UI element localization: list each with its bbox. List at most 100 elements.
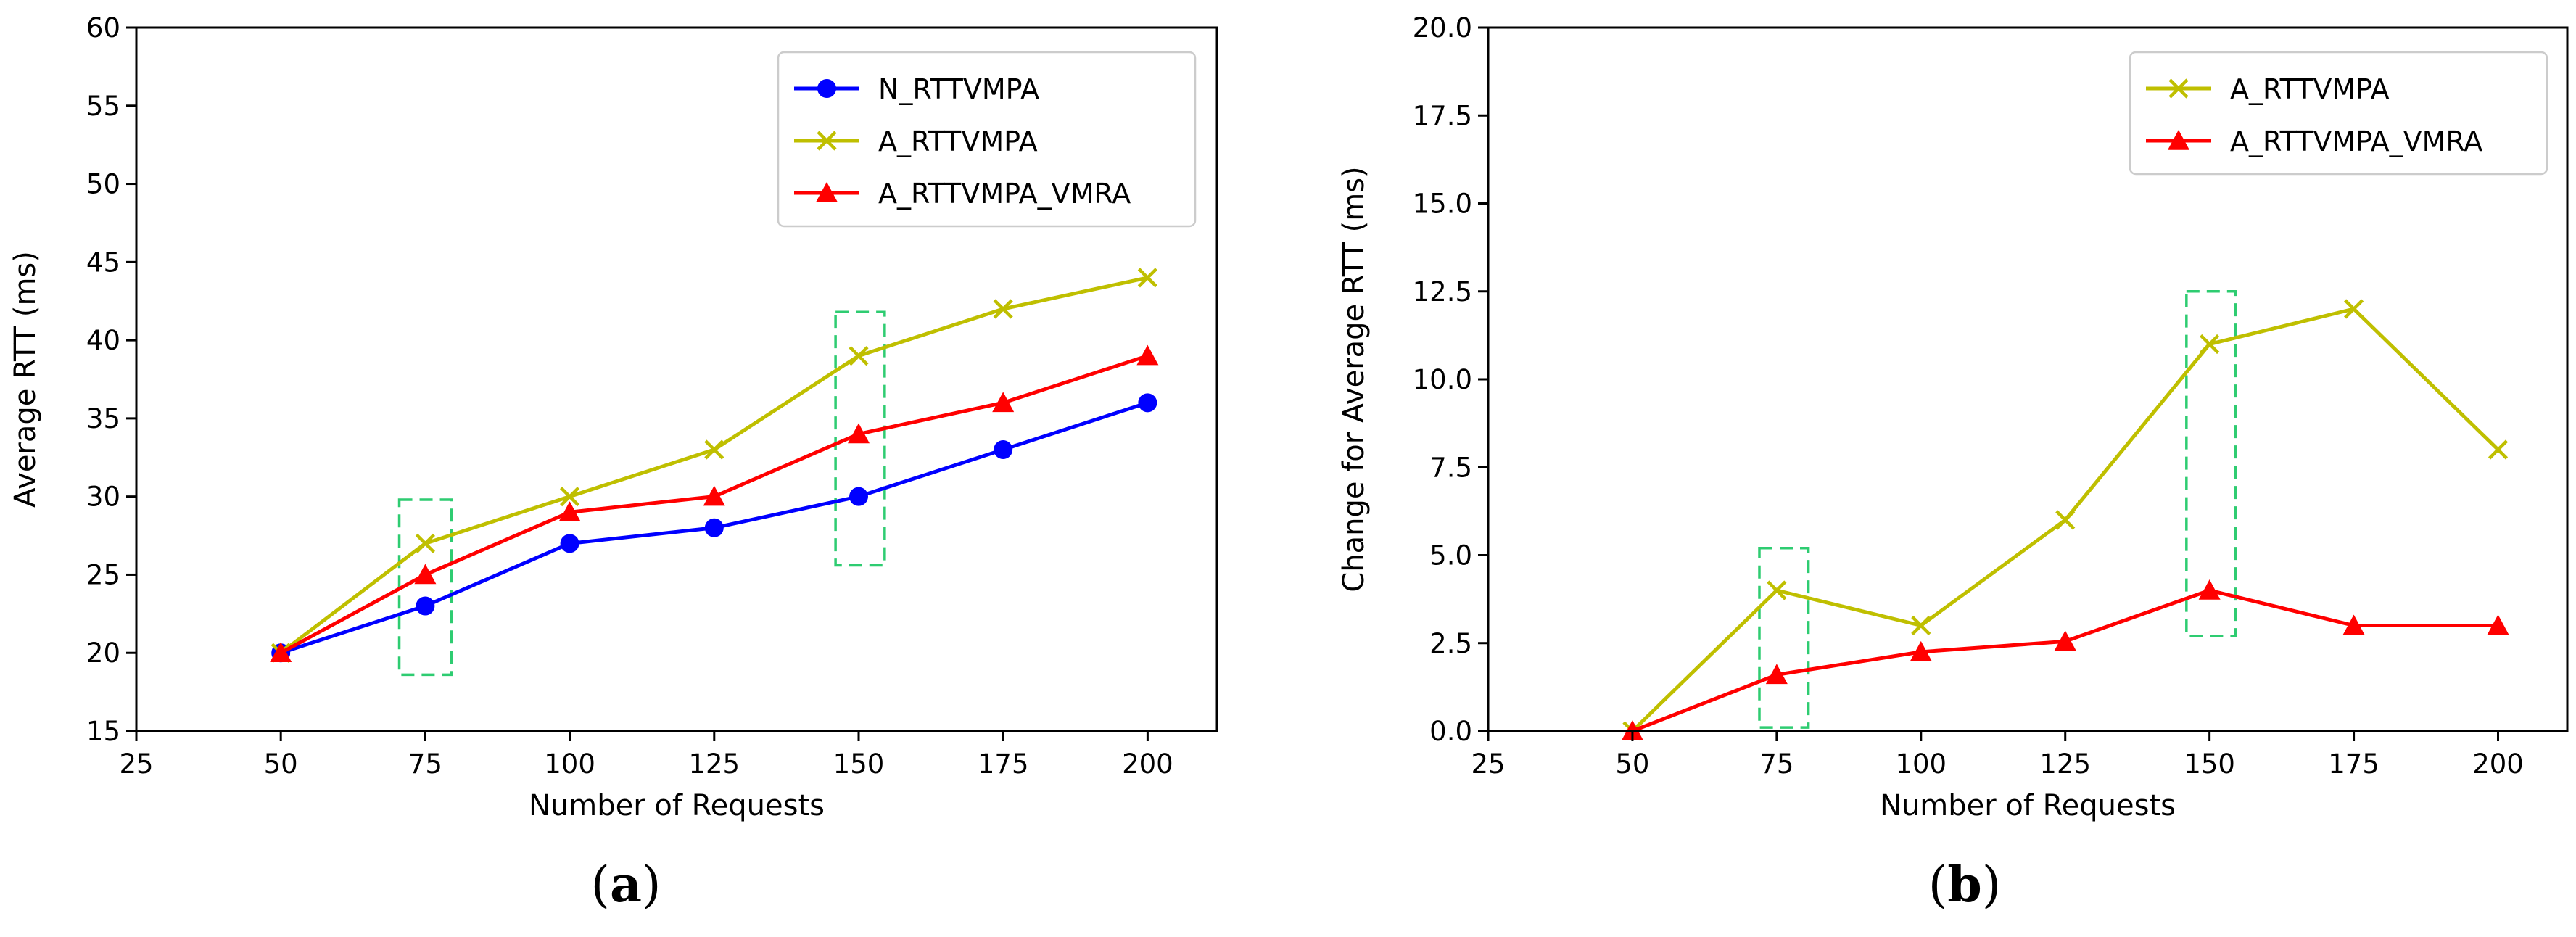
data-point-a_rttvmpa-200	[1137, 268, 1157, 288]
x-tick-label: 200	[1122, 748, 1173, 780]
data-point-a_rttvmpa-175	[993, 299, 1013, 319]
y-tick-label: 55	[86, 91, 120, 122]
y-tick-label: 15.0	[1413, 189, 1472, 220]
y-tick-label: 15	[86, 716, 120, 747]
data-point-a_rttvmpa_vmra-125	[703, 485, 725, 506]
data-point-a_rttvmpa_vmra-200	[2487, 614, 2509, 635]
panel-caption-a-label: a	[609, 856, 643, 914]
legend-item-n_rttvmpa: N_RTTVMPA	[794, 73, 1039, 105]
y-tick-label: 2.5	[1429, 628, 1472, 659]
y-tick-label: 17.5	[1413, 100, 1472, 131]
data-point-a_rttvmpa-175	[2343, 299, 2364, 319]
legend: N_RTTVMPA A_RTTVMPA A_RTTVMPA_VMRA	[777, 51, 1197, 228]
legend-label: A_RTTVMPA	[878, 125, 1038, 157]
data-point-a_rttvmpa-75	[415, 533, 435, 553]
data-point-a_rttvmpa_vmra-75	[414, 564, 437, 585]
data-point-a_rttvmpa_vmra-150	[847, 423, 870, 444]
x-tick-label: 25	[1471, 748, 1505, 780]
x-tick-label: 150	[833, 748, 885, 780]
panel-caption-a: (a)	[590, 856, 661, 914]
data-point-n_rttvmpa-100	[560, 534, 579, 553]
legend-item-a_rttvmpa: A_RTTVMPA	[794, 125, 1038, 157]
data-point-a_rttvmpa_vmra-75	[1765, 664, 1788, 685]
data-point-a_rttvmpa_vmra-175	[2342, 614, 2365, 635]
x-tick-label: 100	[1895, 748, 1947, 780]
highlight-box-2	[2185, 290, 2237, 637]
data-point-a_rttvmpa-125	[704, 439, 724, 460]
data-point-a_rttvmpa-150	[2200, 334, 2220, 355]
chart-panel-b: 25 50 75 100 125 150 175 200 0.0 2.5 5.0 7.5 10.0 12.…	[1337, 12, 2569, 822]
data-point-a_rttvmpa_vmra-125	[2054, 630, 2076, 651]
legend-item-a_rttvmpa_vmra: A_RTTVMPA_VMRA	[794, 178, 1131, 210]
y-axis-label: Change for Average RTT (ms)	[1337, 166, 1371, 592]
legend-box	[777, 51, 1197, 228]
x-tick-label: 150	[2184, 748, 2235, 780]
y-tick-label: 0.0	[1429, 716, 1472, 747]
y-tick-label: 30	[86, 482, 120, 513]
plot-frame	[135, 26, 1218, 732]
x-tick-label: 200	[2472, 748, 2524, 780]
y-tick-label: 50	[86, 169, 120, 200]
data-point-a_rttvmpa_vmra-100	[1910, 640, 1932, 661]
legend-box	[2129, 51, 2548, 176]
legend-marker	[817, 131, 837, 151]
y-tick-label: 60	[86, 12, 120, 44]
data-point-n_rttvmpa-150	[849, 487, 868, 506]
data-point-a_rttvmpa-100	[560, 487, 580, 507]
legend-label: A_RTTVMPA	[2230, 73, 2390, 105]
legend-marker	[817, 79, 836, 98]
panel-caption-b: (b)	[1928, 856, 2002, 914]
legend-marker	[2168, 130, 2189, 150]
data-point-a_rttvmpa-200	[2488, 439, 2509, 460]
y-tick-label: 25	[86, 559, 120, 590]
data-point-n_rttvmpa-75	[416, 596, 435, 616]
x-tick-label: 175	[978, 748, 1029, 780]
y-tick-label: 12.5	[1413, 276, 1472, 307]
data-point-a_rttvmpa-125	[2055, 510, 2076, 530]
chart-panel-a: 25 50 75 100 125 150 175 200 15 20 25 30 35 40 45 50 55 6…	[9, 12, 1218, 822]
x-tick-label: 75	[408, 748, 442, 780]
data-point-a_rttvmpa-75	[1767, 580, 1787, 600]
x-tick-label: 125	[688, 748, 740, 780]
data-point-a_rttvmpa_vmra-175	[992, 392, 1015, 413]
data-point-a_rttvmpa_vmra-100	[558, 501, 581, 521]
y-tick-label: 35	[86, 403, 120, 434]
y-tick-label: 20	[86, 637, 120, 669]
highlight-box-2	[834, 310, 886, 567]
data-point-a_rttvmpa-150	[849, 346, 869, 366]
legend-item-a_rttvmpa_vmra: A_RTTVMPA_VMRA	[2146, 125, 2482, 157]
x-tick-label: 50	[1615, 748, 1649, 780]
legend-item-a_rttvmpa: A_RTTVMPA	[2146, 73, 2390, 105]
legend-label: A_RTTVMPA_VMRA	[878, 178, 1131, 210]
y-tick-label: 10.0	[1413, 364, 1472, 395]
data-point-a_rttvmpa_vmra-200	[1136, 344, 1159, 366]
x-axis-label: Number of Requests	[1880, 789, 2176, 822]
legend-label: A_RTTVMPA_VMRA	[2230, 125, 2482, 157]
data-point-a_rttvmpa_vmra-50	[270, 642, 292, 662]
legend-marker	[2168, 78, 2189, 99]
y-tick-label: 5.0	[1429, 540, 1472, 571]
legend-label: N_RTTVMPA	[878, 73, 1039, 105]
y-axis-label: Average RTT (ms)	[9, 251, 42, 508]
x-tick-label: 125	[2039, 748, 2091, 780]
y-tick-label: 40	[86, 325, 120, 356]
x-tick-label: 50	[264, 748, 298, 780]
data-point-n_rttvmpa-125	[704, 518, 724, 537]
legend-marker	[816, 182, 838, 202]
data-point-n_rttvmpa-200	[1138, 393, 1157, 413]
x-tick-label: 175	[2328, 748, 2379, 780]
data-point-a_rttvmpa-100	[1911, 615, 1931, 636]
y-tick-label: 7.5	[1429, 452, 1472, 483]
highlight-box-1	[1758, 547, 1810, 729]
x-tick-label: 100	[544, 748, 595, 780]
data-point-a_rttvmpa_vmra-150	[2198, 579, 2221, 600]
x-tick-label: 25	[119, 748, 153, 780]
x-axis-label: Number of Requests	[529, 789, 825, 822]
legend: A_RTTVMPA A_RTTVMPA_VMRA	[2129, 51, 2548, 176]
data-point-n_rttvmpa-175	[994, 440, 1013, 459]
x-tick-label: 75	[1759, 748, 1793, 780]
y-tick-label: 20.0	[1413, 12, 1472, 44]
panel-caption-b-label: b	[1947, 856, 1982, 914]
y-tick-label: 45	[86, 247, 120, 278]
